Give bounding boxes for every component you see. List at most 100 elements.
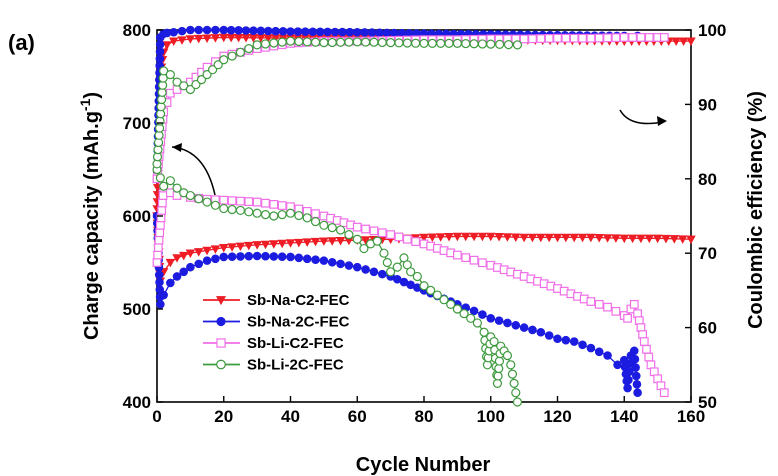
data-point [172, 183, 182, 193]
data-point [361, 224, 370, 234]
data-point [507, 369, 518, 379]
legend-item: Sb-Li-C2-FEC [203, 335, 344, 352]
data-point [269, 199, 279, 209]
data-point [277, 201, 287, 210]
data-point [630, 354, 640, 364]
right-axis-arrowhead [657, 116, 667, 126]
x-tick-label: 120 [543, 407, 571, 426]
data-point [285, 208, 296, 218]
data-point [159, 181, 169, 191]
series-sb-li-2c-fec-ce- [152, 36, 523, 169]
y-left-tick-label: 700 [123, 114, 151, 133]
data-point [335, 225, 346, 235]
data-point [494, 233, 504, 242]
data-point [486, 232, 496, 242]
data-point [344, 230, 354, 240]
data-point [439, 295, 449, 305]
data-point [235, 205, 246, 216]
data-point [659, 33, 669, 42]
data-point [327, 223, 337, 233]
data-point [219, 243, 229, 253]
data-point [211, 25, 220, 35]
data-point [323, 27, 332, 37]
data-point [506, 360, 516, 370]
data-point [177, 26, 187, 36]
data-point [155, 228, 165, 238]
data-point [301, 27, 310, 36]
data-point [338, 27, 347, 37]
left-axis-arrowhead [172, 143, 182, 152]
data-point [569, 33, 579, 43]
data-point [169, 27, 178, 37]
data-point [179, 267, 188, 277]
data-point [156, 300, 165, 309]
data-point [659, 388, 669, 398]
data-point [544, 233, 554, 243]
data-point [623, 313, 632, 323]
data-point [235, 242, 246, 252]
data-point [427, 233, 438, 242]
data-point [344, 261, 354, 270]
data-point [586, 233, 596, 243]
data-point [594, 33, 604, 43]
data-point [327, 257, 337, 267]
data-point [361, 37, 371, 47]
y-axis-left-title-sup: -1 [77, 98, 93, 111]
data-point [302, 254, 312, 264]
data-point [352, 262, 362, 272]
y-left-tick-label: 600 [123, 207, 151, 226]
data-point [294, 253, 304, 263]
data-point [162, 41, 172, 50]
y-right-tick-label: 70 [698, 244, 717, 263]
y-left-tick-label: 500 [123, 300, 151, 319]
data-point [671, 37, 681, 46]
data-point [165, 70, 175, 80]
data-point [386, 230, 396, 239]
data-point [227, 196, 237, 206]
data-point [528, 325, 537, 335]
x-tick-label: 60 [348, 407, 367, 426]
data-point [494, 356, 505, 366]
data-point [613, 360, 622, 370]
data-point [319, 237, 329, 246]
data-point [293, 27, 303, 36]
data-point [202, 25, 212, 35]
data-point [236, 196, 245, 206]
x-axis-title: Cycle Number [356, 454, 491, 476]
data-point [644, 234, 654, 244]
data-point [686, 37, 696, 46]
data-point [619, 33, 629, 42]
data-point [594, 299, 604, 309]
data-point [315, 27, 325, 37]
data-point [432, 290, 442, 300]
data-point [277, 239, 287, 249]
legend-marker [216, 359, 226, 370]
legend-label: Sb-Li-C2-FEC [247, 335, 344, 352]
right-axis-arrow [619, 109, 664, 125]
data-point [603, 33, 612, 43]
data-point [213, 60, 223, 70]
y-left-tick-label: 800 [123, 21, 151, 40]
data-point [619, 234, 629, 244]
data-point [369, 226, 379, 236]
legend-marker [216, 316, 226, 327]
data-point [472, 318, 482, 328]
data-point [519, 323, 529, 332]
data-point [502, 350, 513, 361]
data-point [578, 33, 587, 43]
data-point [336, 259, 345, 269]
data-point [519, 34, 529, 44]
data-point [411, 237, 421, 246]
data-point [185, 190, 195, 201]
data-point [210, 34, 221, 43]
data-point [244, 241, 254, 251]
data-point [639, 337, 649, 346]
data-point [152, 258, 162, 267]
data-point [256, 26, 266, 36]
data-point [536, 327, 546, 337]
data-point [196, 75, 207, 85]
data-point [310, 37, 321, 47]
data-point [495, 39, 505, 49]
data-point [561, 33, 571, 43]
data-point [611, 306, 621, 316]
